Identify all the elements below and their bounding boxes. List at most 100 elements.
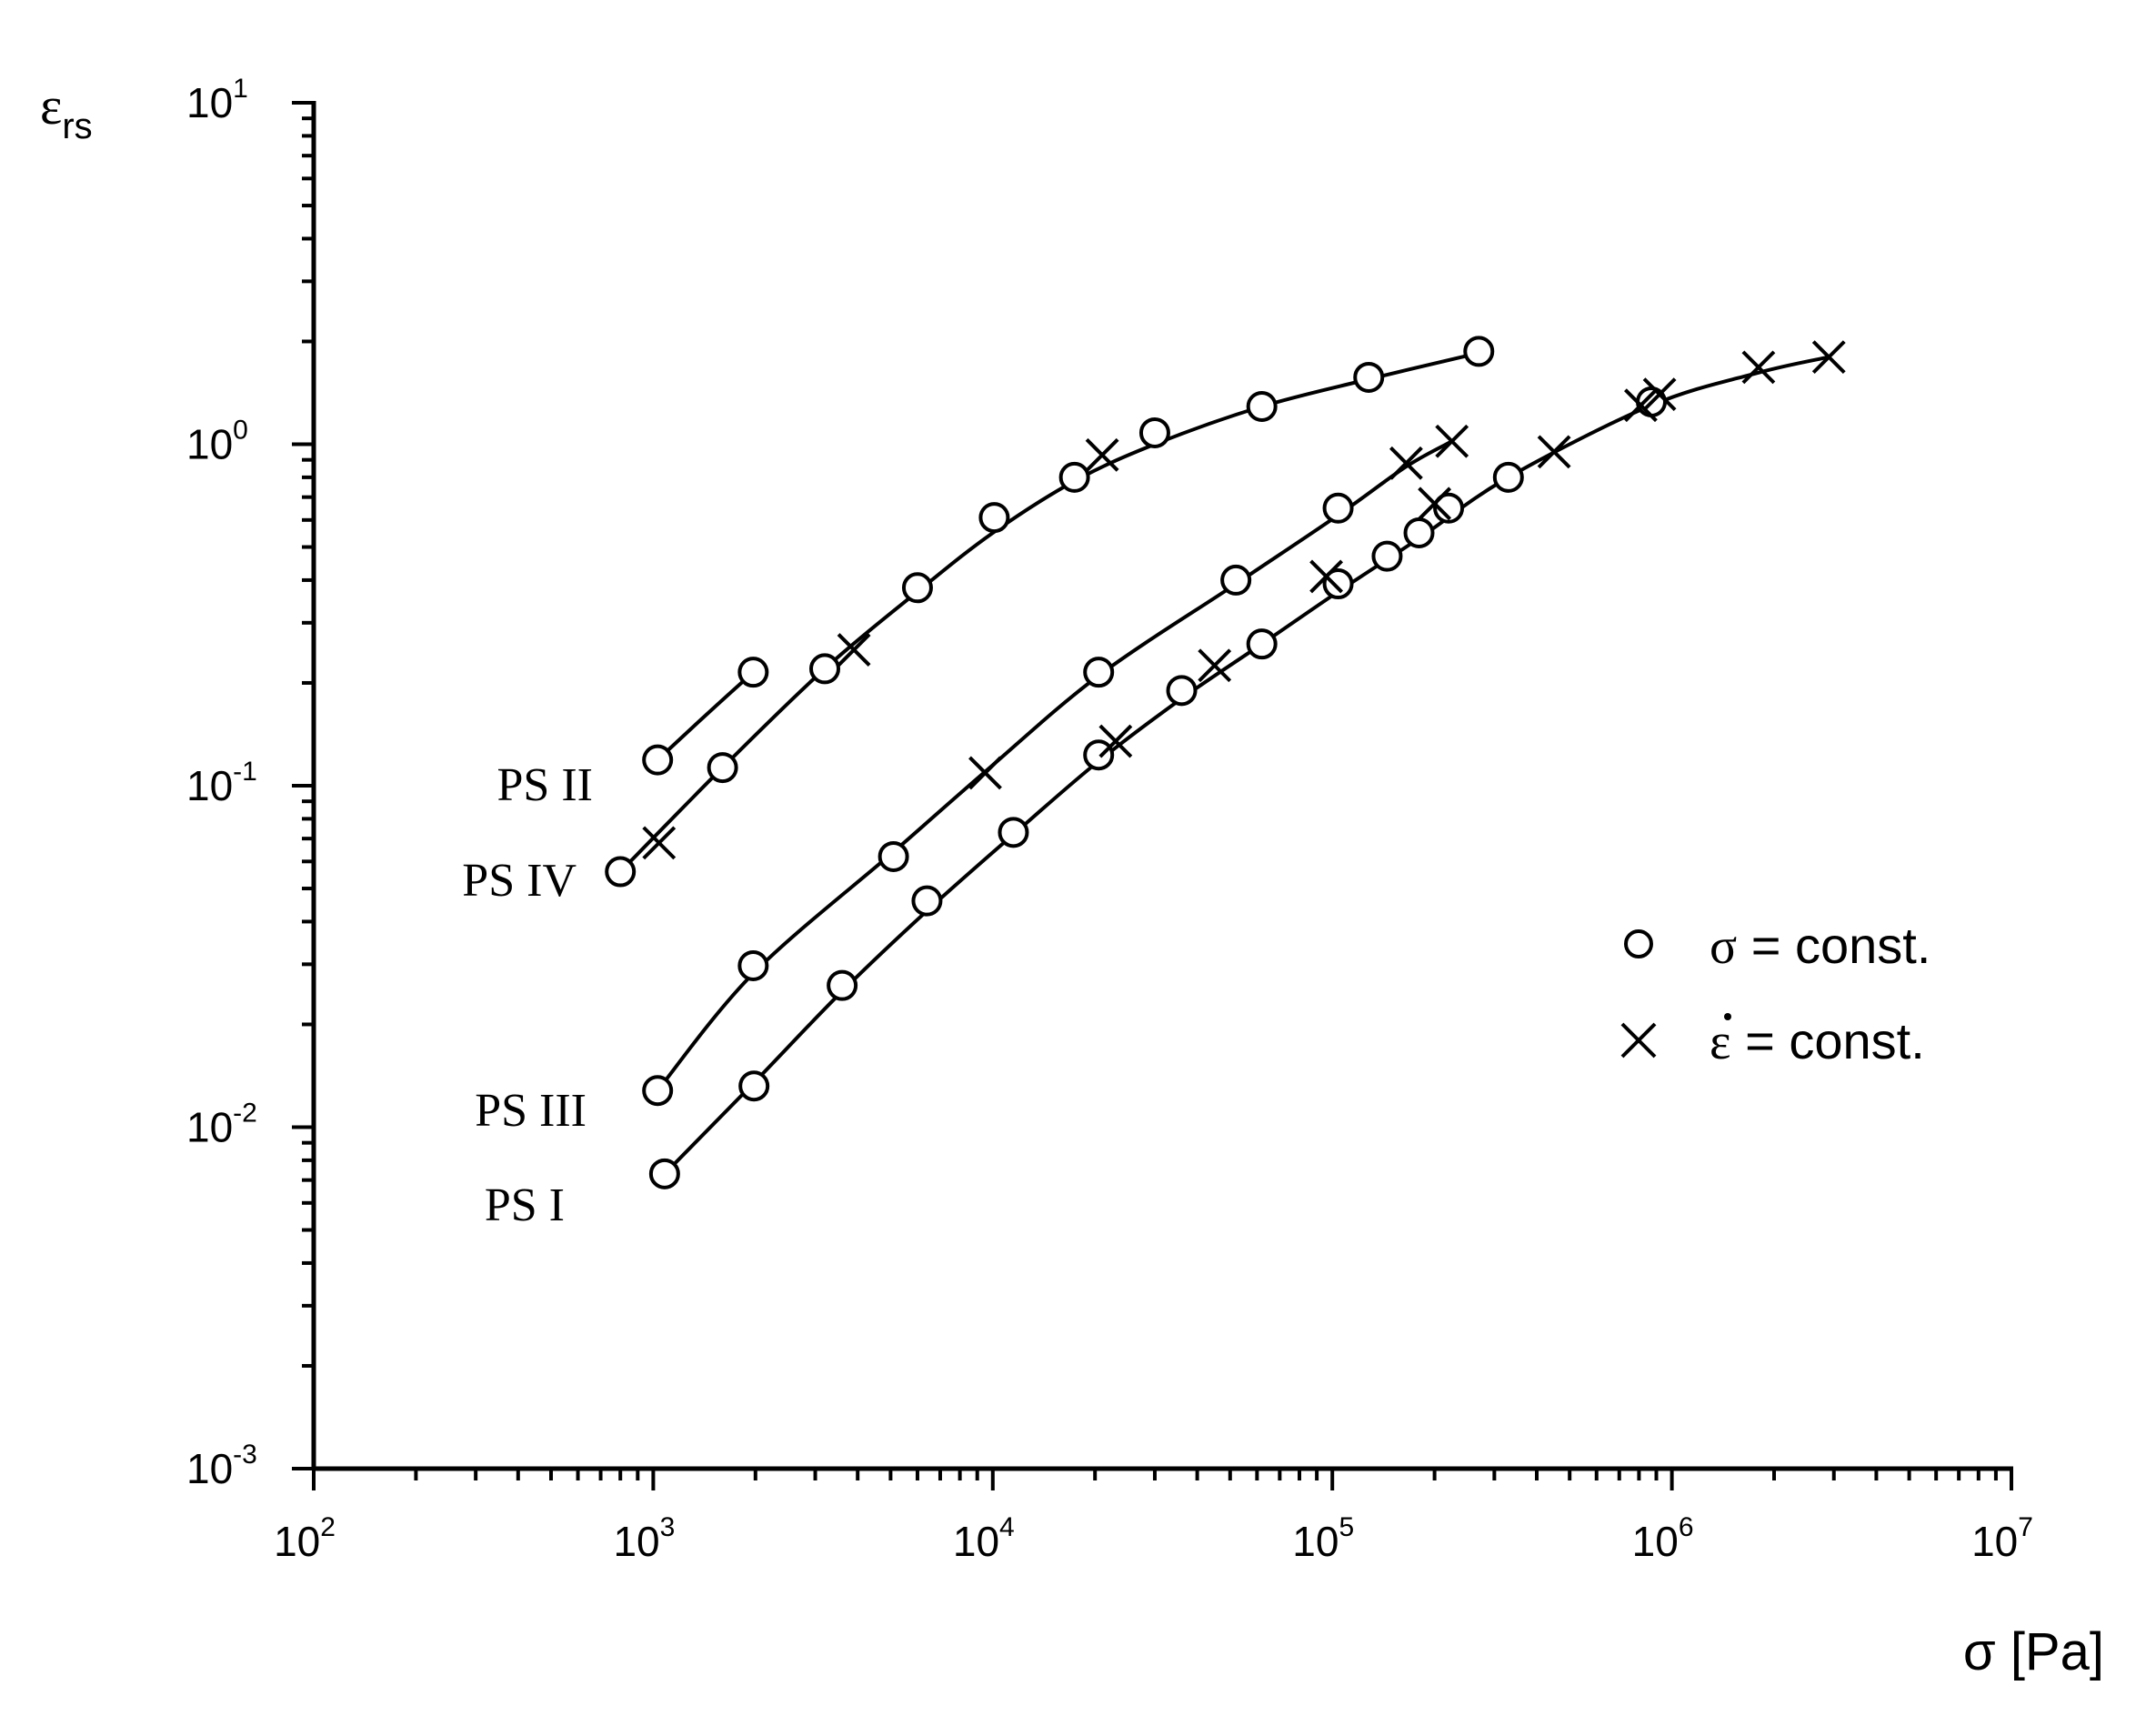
circle-point-ps-i (648, 1158, 680, 1189)
circle-point-ps-i (1433, 492, 1465, 524)
y-axis-subscript: rs (62, 106, 92, 146)
circle-point-ps-i (1403, 517, 1435, 548)
cross-point-ps-iv (642, 826, 677, 860)
curve-ps-iv (618, 351, 1479, 873)
y-axis-title: εrs (40, 76, 93, 146)
y-tick-label: 101 (186, 74, 248, 126)
x-tick-exponent: 3 (660, 1512, 676, 1542)
x-tick-label: 103 (613, 1512, 675, 1565)
y-tick-exponent: 1 (233, 74, 248, 104)
cross-point-ps-i (1098, 724, 1133, 758)
cross-point-ps-i (1642, 377, 1677, 412)
y-tick-base: 10 (186, 421, 233, 468)
circle-point-ps-i (1492, 461, 1524, 493)
cross-point-ps-iii (1435, 424, 1469, 458)
curve-ps-i (663, 355, 1830, 1176)
circle-point-ps-iii (737, 949, 769, 981)
circle-point-ps-iii (1083, 657, 1115, 688)
legend-circle-marker (1624, 929, 1653, 958)
cross-point-ps-i (1741, 350, 1776, 385)
x-tick-label: 102 (274, 1512, 336, 1565)
circle-point-ps-i (998, 817, 1029, 848)
x-tick-base: 10 (1971, 1518, 2018, 1565)
y-tick-exponent: -2 (233, 1099, 257, 1129)
circle-point-ps-iv (605, 856, 637, 888)
y-tick-label: 10-2 (186, 1099, 257, 1151)
x-tick-label: 107 (1971, 1512, 2033, 1565)
y-tick-exponent: -1 (233, 757, 257, 787)
cross-point-ps-i (1198, 648, 1232, 683)
cross-point-ps-i (1624, 388, 1658, 423)
circle-point-ps-iv (978, 502, 1010, 534)
cross-point-ps-i (1309, 559, 1343, 594)
y-tick-base: 10 (186, 79, 233, 126)
circle-point-ps-ii (737, 657, 769, 688)
legend-text-1: = const. (1751, 917, 1931, 974)
cross-point-ps-iii (968, 756, 1002, 790)
y-tick-label: 100 (186, 416, 248, 468)
cross-point-ps-i (1811, 340, 1846, 375)
y-tick-base: 10 (186, 1445, 233, 1492)
axis-ticks (292, 101, 2013, 1490)
y-tick-label: 10-3 (186, 1440, 257, 1492)
circle-point-ps-i (1083, 739, 1115, 771)
y-tick-label: 10-1 (186, 757, 257, 809)
legend-epsilon-dot (1724, 1013, 1731, 1020)
circle-point-ps-iii (1322, 492, 1354, 524)
x-tick-exponent: 7 (2018, 1512, 2033, 1542)
circle-point-ps-ii (642, 744, 674, 776)
series-labels: PS II PS IV PS III PS I (462, 759, 593, 1231)
circle-point-ps-i (1166, 675, 1198, 707)
legend-symbol-1: σ (1710, 918, 1737, 975)
y-tick-exponent: 0 (233, 416, 248, 446)
x-tick-base: 10 (274, 1518, 320, 1565)
data-markers (605, 336, 1846, 1189)
circle-point-ps-iv (1463, 336, 1495, 367)
y-tick-exponent: -3 (233, 1440, 257, 1470)
legend-entry-1: σ = const. (1710, 917, 1930, 975)
curve-ps-iii (656, 439, 1453, 1092)
circle-point-ps-i (738, 1070, 770, 1102)
circle-point-ps-iii (877, 840, 909, 872)
circle-point-ps-iv (1138, 416, 1170, 448)
cross-point-ps-i (1537, 435, 1571, 469)
y-tick-base: 10 (186, 762, 233, 809)
x-tick-base: 10 (1292, 1518, 1339, 1565)
legend-text-2: = const. (1745, 1012, 1925, 1069)
legend-symbol-2: ε (1710, 1014, 1731, 1070)
series-label-ps-iii: PS III (475, 1085, 587, 1137)
cross-point-ps-iv (837, 633, 871, 667)
series-label-ps-ii: PS II (497, 759, 593, 811)
series-label-ps-i: PS I (485, 1179, 565, 1231)
circle-point-ps-iv (1058, 461, 1090, 493)
x-tick-exponent: 6 (1679, 1512, 1694, 1542)
circle-point-ps-i (827, 969, 858, 1001)
curve-ps-ii (656, 670, 755, 762)
legend: σ = const. ε = const. (1620, 917, 1930, 1070)
x-tick-label: 106 (1632, 1512, 1694, 1565)
cross-point-ps-i (1418, 487, 1452, 521)
legend-cross-marker (1620, 1022, 1657, 1059)
circle-point-ps-iv (1246, 390, 1278, 422)
y-axis-symbol: ε (40, 76, 62, 135)
circle-point-ps-i (1246, 628, 1278, 660)
y-tick-base: 10 (186, 1104, 233, 1151)
circle-point-ps-iv (1353, 361, 1385, 393)
cross-point-ps-iv (1085, 437, 1119, 472)
legend-entry-2: ε = const. (1710, 1012, 1925, 1070)
x-tick-base: 10 (953, 1518, 999, 1565)
circle-point-ps-i (1371, 540, 1403, 572)
circle-point-ps-i (911, 885, 943, 917)
x-tick-exponent: 4 (999, 1512, 1015, 1542)
x-tick-exponent: 5 (1339, 1512, 1354, 1542)
circle-point-ps-i (1322, 568, 1354, 600)
circle-point-ps-iii (1220, 564, 1252, 596)
x-tick-label: 104 (953, 1512, 1015, 1565)
x-tick-base: 10 (613, 1518, 659, 1565)
circle-point-ps-iii (642, 1075, 674, 1107)
circle-point-ps-iv (707, 752, 738, 784)
x-tick-base: 10 (1632, 1518, 1679, 1565)
circle-point-ps-iv (901, 572, 933, 604)
